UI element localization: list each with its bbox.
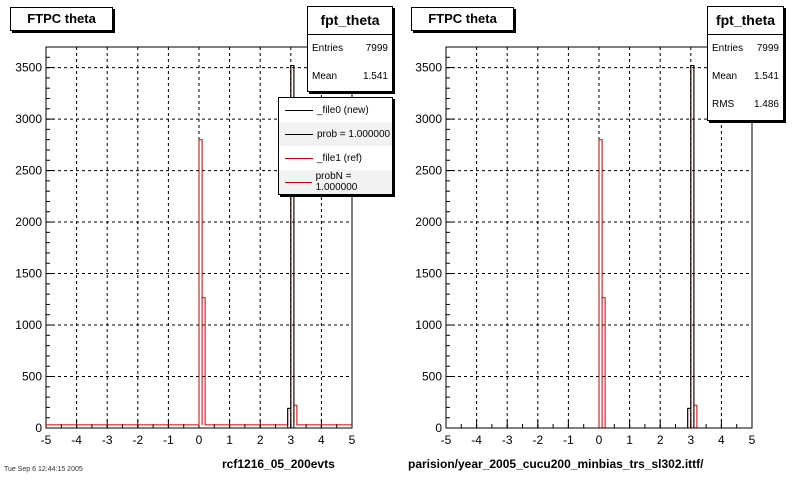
- left-x-tick-label: -2: [132, 433, 143, 447]
- left-y-tick-label: 1000: [15, 318, 42, 332]
- right-chart-title: FTPC theta: [411, 7, 514, 31]
- right-x-tick-label: 3: [687, 433, 694, 447]
- left-y-tick-label: 2500: [15, 164, 42, 178]
- legend-label: prob = 1.000000: [317, 128, 391, 140]
- left-x-tick-label: 3: [287, 433, 294, 447]
- left-stats-name: fpt_theta: [308, 7, 392, 35]
- legend-swatch-black: [285, 133, 313, 135]
- right-y-tick-label: 3500: [415, 61, 442, 75]
- right-x-tick-label: -2: [532, 433, 543, 447]
- left-stats-entries-row: Entries 7999: [308, 35, 392, 63]
- right-bottom-label: parision/year_2005_cucu200_minbias_trs_s…: [408, 457, 704, 471]
- right-x-tick-label: -3: [502, 433, 513, 447]
- right-y-tick-label: 500: [422, 370, 442, 384]
- left-y-tick-label: 2000: [15, 215, 42, 229]
- right-series-1-histogram: [446, 65, 752, 429]
- legend-swatch-red: [285, 181, 312, 183]
- left-x-tick-label: -3: [102, 433, 113, 447]
- legend-item: prob = 1.000000: [279, 122, 392, 146]
- right-stats-entries-label: Entries: [712, 43, 744, 54]
- left-bottom-label: rcf1216_05_200evts: [222, 457, 335, 471]
- left-legend: _file0 (new) prob = 1.000000 _file1 (ref…: [278, 97, 393, 195]
- left-y-tick-label: 3500: [15, 61, 42, 75]
- right-stats-rms-label: RMS: [712, 99, 735, 110]
- right-x-tick-label: 4: [718, 433, 725, 447]
- left-stats-box: fpt_theta Entries 7999 Mean 1.541: [307, 6, 393, 92]
- right-stats-entries-row: Entries 7999: [708, 35, 783, 63]
- right-y-tick-label: 1500: [415, 267, 442, 281]
- right-x-tick-label: 1: [626, 433, 633, 447]
- right-stats-entries-value: 7999: [756, 43, 779, 54]
- right-x-tick-label: -5: [441, 433, 452, 447]
- left-x-tick-label: 4: [318, 433, 325, 447]
- right-stats-name: fpt_theta: [708, 7, 783, 35]
- right-y-tick-label: 2000: [415, 215, 442, 229]
- legend-swatch-black: [285, 109, 313, 111]
- left-stats-mean-label: Mean: [312, 71, 338, 82]
- legend-label: _file0 (new): [317, 104, 369, 116]
- left-y-tick-label: 1500: [15, 267, 42, 281]
- right-x-tick-label: 2: [657, 433, 664, 447]
- right-stats-mean-label: Mean: [712, 71, 738, 82]
- left-x-tick-label: 5: [349, 433, 356, 447]
- right-x-tick-label: -4: [471, 433, 482, 447]
- right-stats-rms-value: 1.486: [753, 99, 779, 110]
- left-x-tick-label: 0: [196, 433, 203, 447]
- right-stats-rms-row: RMS 1.486: [708, 91, 783, 119]
- left-y-tick-label: 3000: [15, 112, 42, 126]
- right-y-tick-label: 1000: [415, 318, 442, 332]
- left-x-tick-label: 1: [226, 433, 233, 447]
- right-stats-mean-value: 1.541: [753, 71, 779, 82]
- right-x-tick-label: 5: [749, 433, 756, 447]
- left-y-tick-label: 0: [35, 421, 42, 435]
- left-y-tick-label: 500: [22, 370, 42, 384]
- left-x-tick-label: -1: [163, 433, 174, 447]
- legend-item: probN = 1.000000: [279, 170, 392, 194]
- legend-label: probN = 1.000000: [315, 171, 358, 193]
- left-series-1-histogram: [46, 65, 352, 429]
- left-x-tick-label: -5: [41, 433, 52, 447]
- legend-swatch-red: [285, 157, 313, 159]
- right-stats-mean-row: Mean 1.541: [708, 63, 783, 91]
- right-stats-box: fpt_theta Entries 7999 Mean 1.541 RMS 1.…: [707, 6, 784, 121]
- legend-item: _file1 (ref): [279, 146, 392, 170]
- left-stats-entries-label: Entries: [312, 43, 344, 54]
- left-stats-mean-row: Mean 1.541: [308, 63, 392, 91]
- right-y-tick-label: 2500: [415, 164, 442, 178]
- left-stats-mean-value: 1.541: [362, 71, 388, 82]
- right-y-tick-label: 0: [435, 421, 442, 435]
- legend-label: _file1 (ref): [317, 152, 363, 164]
- right-y-tick-label: 3000: [415, 112, 442, 126]
- right-x-tick-label: 0: [596, 433, 603, 447]
- footer-timestamp: Tue Sep 6 12:44:15 2005: [4, 466, 83, 473]
- left-chart-title: FTPC theta: [10, 7, 113, 31]
- right-x-tick-label: -1: [563, 433, 574, 447]
- left-stats-entries-value: 7999: [365, 43, 388, 54]
- legend-item: _file0 (new): [279, 98, 392, 122]
- left-x-tick-label: -4: [71, 433, 82, 447]
- left-x-tick-label: 2: [257, 433, 264, 447]
